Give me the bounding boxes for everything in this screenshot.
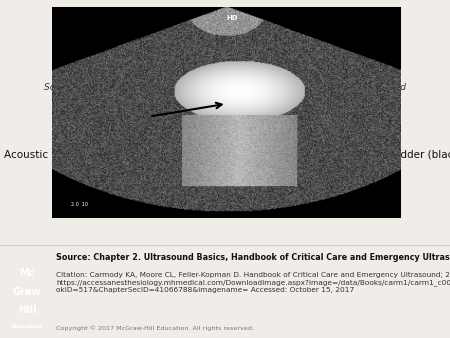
Text: Citation: Carmody KA, Moore CL, Feller-Kopman D. Handbook of Critical Care and E: Citation: Carmody KA, Moore CL, Feller-K…	[56, 272, 450, 293]
Text: Copyright © 2017 McGraw-Hill Education. All rights reserved.: Copyright © 2017 McGraw-Hill Education. …	[56, 325, 254, 331]
Text: Acoustic enhancement increasing the signal off the posterior wall of the bladder: Acoustic enhancement increasing the sign…	[4, 150, 450, 161]
Text: Graw: Graw	[13, 287, 41, 296]
Text: HD: HD	[226, 15, 238, 21]
Text: 2.0  10: 2.0 10	[71, 202, 88, 207]
Text: Source: Chapter 2. Ultrasound Basics, Handbook of Critical Care and Emergency Ul: Source: Chapter 2. Ultrasound Basics, Ha…	[56, 253, 450, 262]
Text: Source: Carmody KA, Moore CL, Feller-Kopman D: Handbook of Critical Care and
Eme: Source: Carmody KA, Moore CL, Feller-Kop…	[44, 83, 406, 102]
Text: Copyright © The McGraw-Hill Companies, Inc. All rights reserved.: Copyright © The McGraw-Hill Companies, I…	[76, 123, 373, 132]
Text: Mc: Mc	[19, 267, 35, 277]
Text: Hill: Hill	[18, 305, 36, 315]
Text: Education: Education	[12, 324, 42, 329]
